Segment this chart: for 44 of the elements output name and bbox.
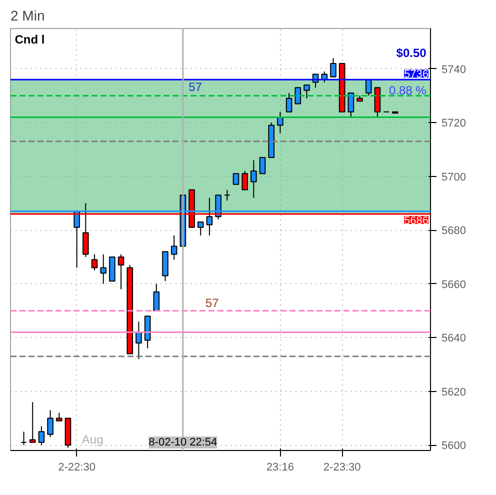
x-tick-label: 2-22:30 [58,462,96,474]
candlestick [153,283,160,312]
candlestick [242,170,248,190]
candlestick [47,410,54,438]
candlestick [294,87,302,104]
annotation: Aug [82,432,104,446]
candlestick [91,254,98,271]
annotation: 0.88 % [388,83,427,98]
candlestick [286,92,292,112]
ref-line-label: 5686 [404,214,429,227]
annotation: Cnd l [14,32,45,47]
candlestick [330,58,336,78]
candlestick [118,254,124,290]
candlestick [304,84,310,99]
x-tick-label: 23:16 [266,462,294,474]
annotation: 57 [188,80,202,94]
y-tick-label: 5720 [442,118,466,130]
y-tick-label: 5600 [442,440,466,452]
x-tick-label: 2-23:30 [323,462,361,474]
candlestick [29,402,36,443]
candlestick [365,79,372,96]
y-tick-label: 5660 [442,278,466,291]
candlestick [259,157,266,174]
annotation: 57 [205,296,220,310]
candlestick [170,234,178,260]
candlestick [224,189,230,202]
y-tick-label: 5620 [442,386,466,398]
y-tick-label: 5700 [442,171,466,184]
y-tick-label: 5640 [442,332,466,345]
candlestick [136,320,142,360]
candlestick [197,222,204,236]
candlestick [100,254,106,284]
candlestick [348,92,354,118]
candlestick [250,160,257,198]
ref-line-label: 8-02-10 22:54 [148,436,218,448]
candlestick [20,431,27,446]
y-tick-label: 5680 [442,225,466,238]
candlestick [38,426,45,446]
y-tick-label: 5740 [442,64,466,76]
candlestick [277,111,284,134]
annotation: $0.50 [396,46,427,60]
candlestick [321,71,328,83]
candlestick [232,173,240,185]
chart-title: 2 Min [10,8,45,24]
